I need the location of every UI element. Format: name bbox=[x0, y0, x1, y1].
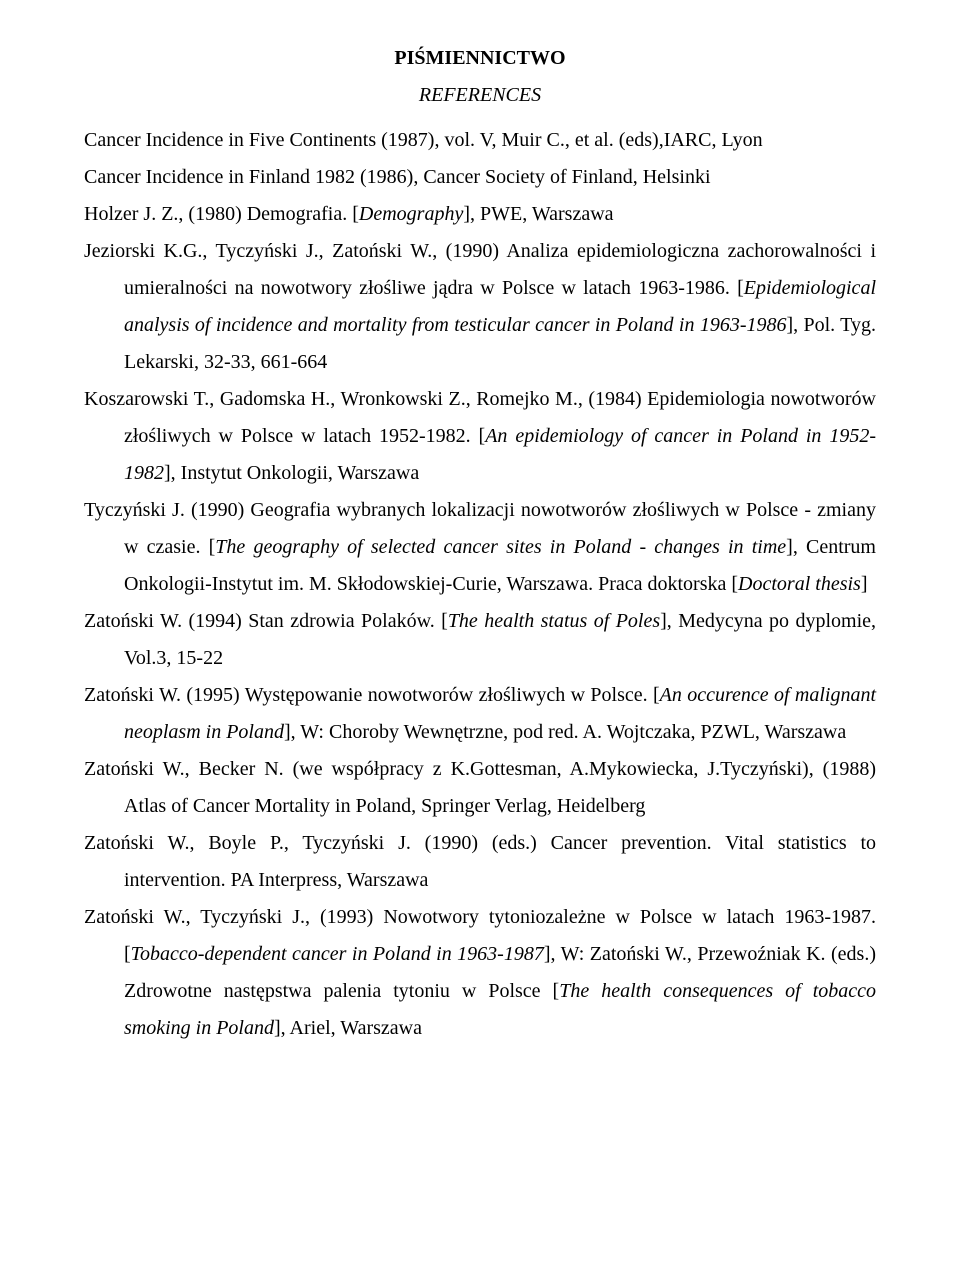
reference-text: ], Ariel, Warszawa bbox=[274, 1017, 422, 1039]
reference-text-italic: Tobacco-dependent cancer in Poland in 19… bbox=[131, 943, 544, 965]
reference-entry: Zatoński W., Tyczyński J., (1993) Nowotw… bbox=[84, 899, 876, 1047]
reference-text: Zatoński W., Becker N. (we współpracy z … bbox=[84, 758, 876, 817]
reference-text: ] bbox=[861, 573, 868, 595]
reference-text: Zatoński W. (1995) Występowanie nowotwor… bbox=[84, 684, 660, 706]
reference-entry: Jeziorski K.G., Tyczyński J., Zatoński W… bbox=[84, 233, 876, 381]
title-main: PIŚMIENNICTWO bbox=[84, 40, 876, 77]
reference-text: Zatoński W. (1994) Stan zdrowia Polaków.… bbox=[84, 610, 448, 632]
reference-text: ], W: Choroby Wewnętrzne, pod red. A. Wo… bbox=[284, 721, 846, 743]
page: PIŚMIENNICTWO REFERENCES Cancer Incidenc… bbox=[0, 0, 960, 1067]
reference-text-italic: The geography of selected cancer sites i… bbox=[215, 536, 786, 558]
reference-entry: Zatoński W. (1995) Występowanie nowotwor… bbox=[84, 677, 876, 751]
title-block: PIŚMIENNICTWO REFERENCES bbox=[84, 40, 876, 114]
reference-entry: Zatoński W., Boyle P., Tyczyński J. (199… bbox=[84, 825, 876, 899]
reference-entry: Holzer J. Z., (1980) Demografia. [Demogr… bbox=[84, 196, 876, 233]
reference-text-italic: Doctoral thesis bbox=[738, 573, 861, 595]
reference-text: ], Instytut Onkologii, Warszawa bbox=[164, 462, 419, 484]
reference-text: Cancer Incidence in Finland 1982 (1986),… bbox=[84, 166, 711, 188]
reference-entry: Cancer Incidence in Finland 1982 (1986),… bbox=[84, 159, 876, 196]
reference-text: Holzer J. Z., (1980) Demografia. [ bbox=[84, 203, 359, 225]
reference-entry: Cancer Incidence in Five Continents (198… bbox=[84, 122, 876, 159]
reference-text: Cancer Incidence in Five Continents (198… bbox=[84, 129, 763, 151]
title-sub: REFERENCES bbox=[84, 77, 876, 114]
reference-text: Zatoński W., Boyle P., Tyczyński J. (199… bbox=[84, 832, 876, 891]
reference-text-italic: Demography bbox=[359, 203, 463, 225]
reference-entry: Tyczyński J. (1990) Geografia wybranych … bbox=[84, 492, 876, 603]
reference-entry: Zatoński W. (1994) Stan zdrowia Polaków.… bbox=[84, 603, 876, 677]
references-list: Cancer Incidence in Five Continents (198… bbox=[84, 122, 876, 1047]
reference-entry: Zatoński W., Becker N. (we współpracy z … bbox=[84, 751, 876, 825]
reference-entry: Koszarowski T., Gadomska H., Wronkowski … bbox=[84, 381, 876, 492]
reference-text: ], PWE, Warszawa bbox=[463, 203, 613, 225]
reference-text-italic: The health status of Poles bbox=[448, 610, 660, 632]
